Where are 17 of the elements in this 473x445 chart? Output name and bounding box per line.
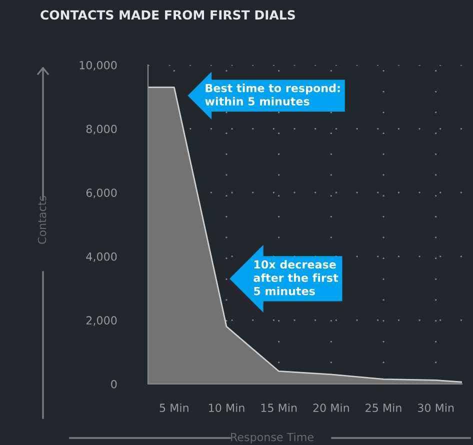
x-tick-label: 15 Min — [261, 403, 297, 412]
y-tick-label: 0 — [111, 380, 117, 388]
x-tick-label: 5 Min — [160, 403, 188, 412]
y-tick-label: 6,000 — [86, 188, 117, 198]
y-axis-title: Contacts — [38, 196, 46, 244]
y-tick-label: 2,000 — [86, 316, 117, 326]
x-tick-label: 25 Min — [366, 403, 402, 412]
x-tick-label: 10 Min — [209, 403, 244, 412]
x-tick-label: 20 Min — [313, 403, 349, 412]
y-tick-label: 4,000 — [86, 252, 117, 262]
x-tick-label: 30 Min — [418, 403, 454, 412]
x-axis-title: Response Time — [231, 432, 314, 444]
y-tick-label: 8,000 — [86, 124, 117, 134]
y-tick-label: 10,000 — [80, 60, 117, 71]
annotation: Best time to respond: within 5 minutes — [205, 84, 340, 106]
chart-title: CONTACTS MADE FROM FIRST DIALS — [40, 10, 295, 20]
annotation: 10x decrease after the first 5 minutes — [254, 260, 338, 296]
